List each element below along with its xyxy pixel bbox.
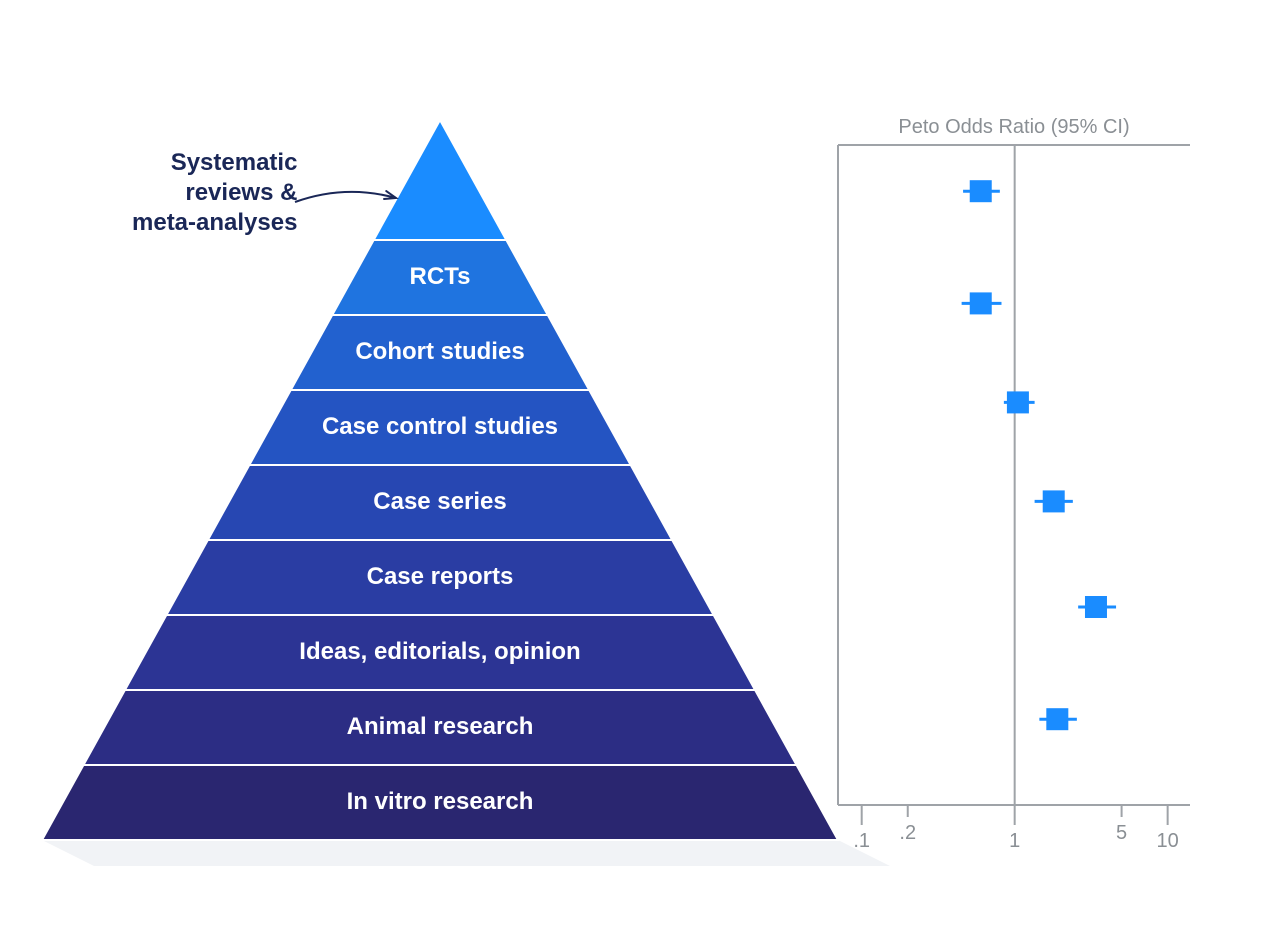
forest-point bbox=[1043, 490, 1065, 512]
forest-tick-label: 5 bbox=[1116, 822, 1127, 844]
forest-point bbox=[1046, 708, 1068, 730]
forest-tick-label: 10 bbox=[1157, 830, 1179, 852]
forest-tick-label: .2 bbox=[899, 822, 916, 844]
forest-title: Peto Odds Ratio (95% CI) bbox=[898, 116, 1129, 138]
forest-point bbox=[1007, 391, 1029, 413]
forest-point bbox=[970, 180, 992, 202]
forest-plot: Peto Odds Ratio (95% CI) .1 .2 1 5 10 bbox=[0, 0, 1280, 941]
forest-point bbox=[1085, 596, 1107, 618]
forest-tick-label: 1 bbox=[1009, 830, 1020, 852]
forest-tick-label: .1 bbox=[853, 830, 870, 852]
forest-point bbox=[970, 292, 992, 314]
